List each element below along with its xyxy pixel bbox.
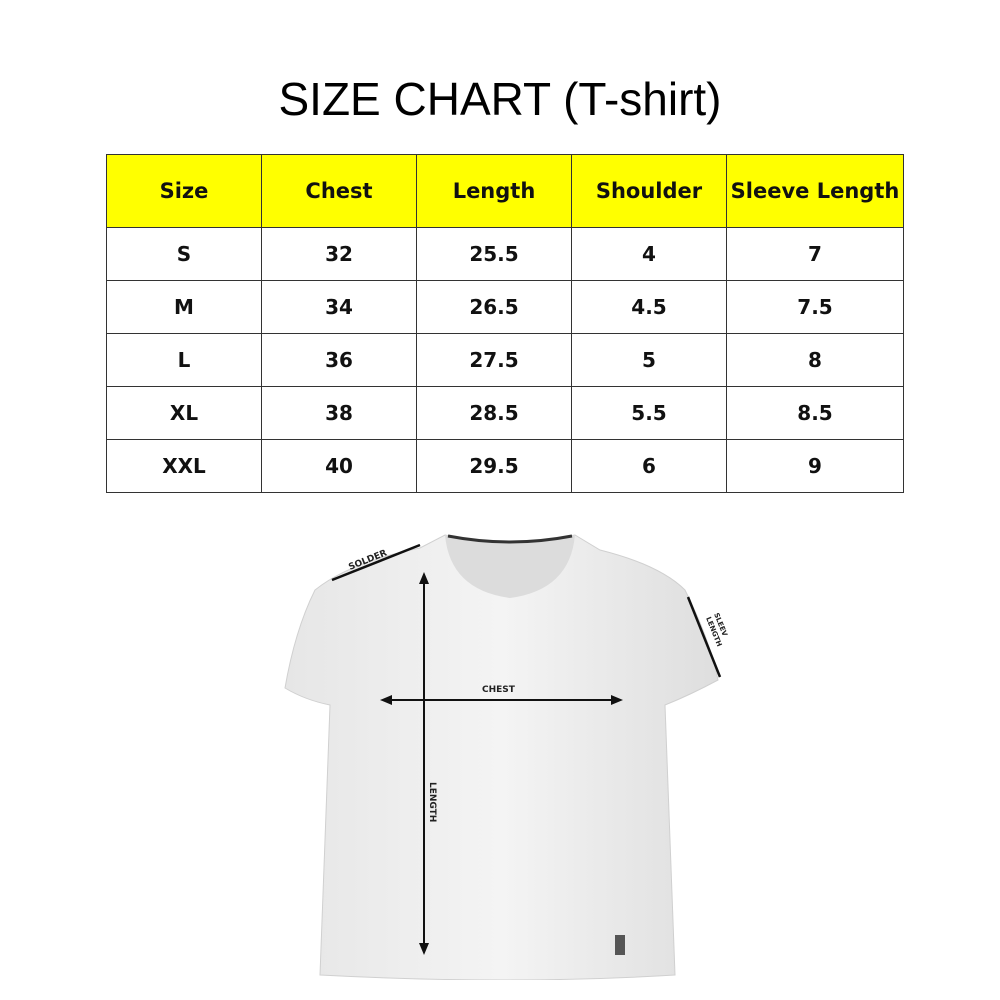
cell-length: 28.5 <box>416 386 572 440</box>
cell-sleeve-length: 7 <box>726 227 904 281</box>
table-row: L 36 27.5 5 8 <box>106 333 904 387</box>
cell-length: 26.5 <box>416 280 572 334</box>
cell-chest: 38 <box>261 386 417 440</box>
header-shoulder: Shoulder <box>571 154 727 228</box>
brand-tag-icon <box>615 935 625 955</box>
tshirt-shape <box>284 534 719 980</box>
cell-shoulder: 4.5 <box>571 280 727 334</box>
cell-chest: 34 <box>261 280 417 334</box>
table-row: XL 38 28.5 5.5 8.5 <box>106 386 904 440</box>
cell-size: L <box>106 333 262 387</box>
table-row: XXL 40 29.5 6 9 <box>106 439 904 493</box>
cell-size: XXL <box>106 439 262 493</box>
cell-length: 27.5 <box>416 333 572 387</box>
table-row: M 34 26.5 4.5 7.5 <box>106 280 904 334</box>
cell-size: M <box>106 280 262 334</box>
cell-size: S <box>106 227 262 281</box>
sleeve-measure-line <box>686 596 722 678</box>
chest-label: CHEST <box>482 685 516 695</box>
cell-chest: 40 <box>261 439 417 493</box>
cell-chest: 32 <box>261 227 417 281</box>
header-size: Size <box>106 154 262 228</box>
shoulder-measure-line <box>331 543 421 582</box>
cell-shoulder: 6 <box>571 439 727 493</box>
cell-size: XL <box>106 386 262 440</box>
table-row: S 32 25.5 4 7 <box>106 227 904 281</box>
cell-sleeve-length: 7.5 <box>726 280 904 334</box>
length-label: LENGTH <box>427 782 437 822</box>
header-sleeve-length: Sleeve Length <box>726 154 904 228</box>
cell-shoulder: 4 <box>571 227 727 281</box>
size-table: Size Chest Length Shoulder Sleeve Length… <box>106 154 904 493</box>
cell-length: 29.5 <box>416 439 572 493</box>
header-chest: Chest <box>261 154 417 228</box>
cell-shoulder: 5 <box>571 333 727 387</box>
page-title: SIZE CHART (T-shirt) <box>278 73 722 125</box>
table-header-row: Size Chest Length Shoulder Sleeve Length <box>106 154 904 228</box>
collar <box>445 535 575 598</box>
header-length: Length <box>416 154 572 228</box>
cell-sleeve-length: 8 <box>726 333 904 387</box>
tshirt-diagram: SOLDER LENGTH CHEST SLEEV LENGTH <box>284 534 729 980</box>
cell-shoulder: 5.5 <box>571 386 727 440</box>
cell-chest: 36 <box>261 333 417 387</box>
cell-sleeve-length: 8.5 <box>726 386 904 440</box>
cell-length: 25.5 <box>416 227 572 281</box>
cell-sleeve-length: 9 <box>726 439 904 493</box>
